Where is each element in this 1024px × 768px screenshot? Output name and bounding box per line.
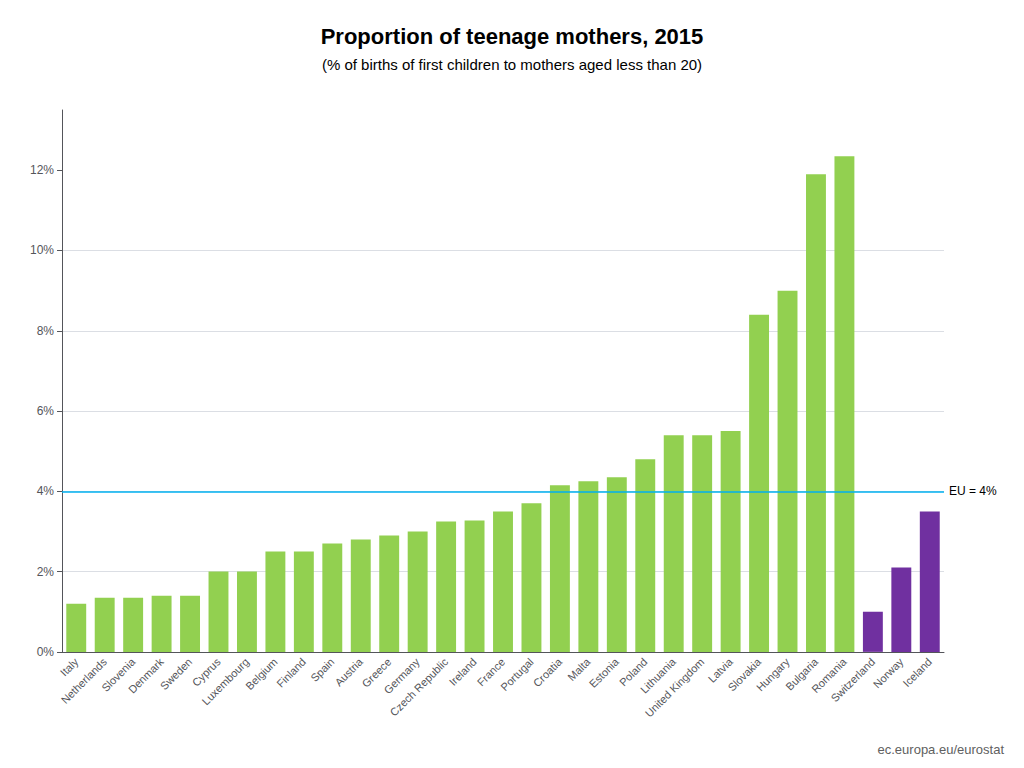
svg-text:2%: 2% (37, 565, 55, 579)
svg-text:Cyprus: Cyprus (189, 655, 223, 689)
svg-text:Hungary: Hungary (753, 655, 792, 694)
svg-text:Belgium: Belgium (243, 656, 280, 693)
svg-text:Italy: Italy (58, 655, 81, 678)
svg-text:Switzerland: Switzerland (828, 656, 877, 705)
svg-text:Finland: Finland (274, 656, 308, 690)
svg-text:(% of births of first children: (% of births of first children to mother… (322, 56, 702, 73)
svg-text:Latvia: Latvia (705, 655, 735, 685)
svg-text:Netherlands: Netherlands (59, 655, 110, 706)
svg-text:Spain: Spain (308, 655, 337, 684)
svg-text:Bulgaria: Bulgaria (783, 655, 821, 693)
svg-text:Germany: Germany (381, 655, 422, 697)
svg-text:8%: 8% (37, 324, 55, 338)
svg-text:United Kingdom: United Kingdom (643, 656, 707, 720)
svg-text:Slovakia: Slovakia (725, 655, 764, 694)
svg-text:Slovenia: Slovenia (99, 655, 138, 694)
svg-text:Ireland: Ireland (447, 656, 479, 688)
svg-text:Estonia: Estonia (587, 655, 622, 690)
svg-text:Denmark: Denmark (126, 655, 166, 695)
svg-text:Portugal: Portugal (498, 656, 535, 693)
svg-text:Iceland: Iceland (900, 656, 934, 690)
svg-text:Proportion of teenage mothers,: Proportion of teenage mothers, 2015 (321, 24, 704, 49)
svg-text:EU = 4%: EU = 4% (949, 484, 997, 498)
svg-text:Austria: Austria (332, 655, 365, 689)
svg-text:Croatia: Croatia (531, 655, 565, 689)
svg-text:12%: 12% (30, 163, 54, 177)
svg-text:0%: 0% (37, 645, 55, 659)
svg-text:Malta: Malta (565, 655, 593, 684)
svg-text:Sweden: Sweden (158, 656, 195, 693)
svg-text:Lithuania: Lithuania (637, 655, 678, 696)
svg-text:4%: 4% (37, 484, 55, 498)
svg-text:6%: 6% (37, 404, 55, 418)
svg-text:Norway: Norway (871, 655, 906, 690)
svg-text:Luxembourg: Luxembourg (200, 656, 252, 708)
svg-text:Poland: Poland (616, 655, 650, 689)
svg-text:Czech Republic: Czech Republic (387, 655, 450, 718)
svg-text:Romania: Romania (809, 655, 849, 696)
svg-text:ec.europa.eu/eurostat: ec.europa.eu/eurostat (878, 742, 1005, 757)
svg-text:France: France (474, 655, 508, 689)
svg-text:10%: 10% (30, 243, 54, 257)
svg-text:Greece: Greece (359, 655, 394, 690)
